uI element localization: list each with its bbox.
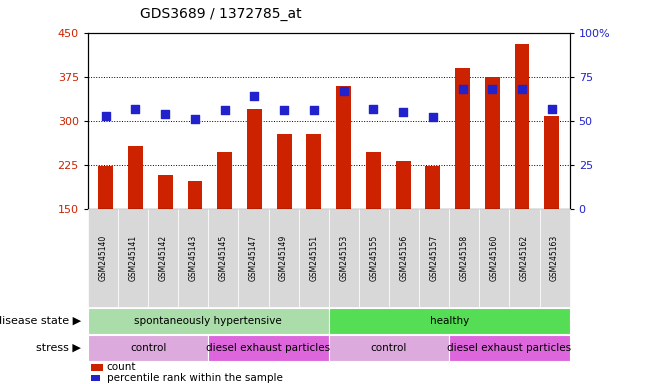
Point (458, 86, 468, 92)
Bar (514, 45, 529, 209)
Bar (277, 134, 292, 209)
Text: control: control (130, 343, 166, 353)
Text: GSM245158: GSM245158 (460, 235, 469, 281)
Text: healthy: healthy (430, 316, 469, 326)
Text: stress ▶: stress ▶ (36, 343, 81, 353)
Text: GSM245142: GSM245142 (159, 235, 168, 281)
Text: GSM245156: GSM245156 (400, 235, 409, 281)
Point (160, 111, 171, 117)
Point (309, 107, 319, 113)
Text: diesel exhaust particles: diesel exhaust particles (447, 343, 572, 353)
Point (100, 113, 111, 119)
Bar (247, 109, 262, 209)
Bar (485, 77, 500, 209)
Bar (336, 86, 351, 209)
Point (189, 116, 200, 122)
Text: GSM245162: GSM245162 (520, 235, 529, 281)
Text: GSM245145: GSM245145 (219, 235, 228, 281)
Point (279, 107, 289, 113)
Bar (187, 181, 202, 209)
Text: control: control (371, 343, 407, 353)
Point (339, 88, 349, 94)
Text: disease state ▶: disease state ▶ (0, 316, 81, 326)
Bar (455, 68, 470, 209)
Bar (366, 152, 381, 209)
Text: percentile rank within the sample: percentile rank within the sample (107, 373, 283, 383)
Text: GSM245160: GSM245160 (490, 235, 499, 281)
Text: GSM245157: GSM245157 (430, 235, 439, 281)
Text: GSM245155: GSM245155 (369, 235, 378, 281)
Bar (425, 166, 440, 209)
Text: diesel exhaust particles: diesel exhaust particles (206, 343, 331, 353)
Point (249, 93, 260, 99)
Text: GSM245140: GSM245140 (98, 235, 107, 281)
Bar (128, 146, 143, 209)
Text: count: count (107, 362, 136, 372)
Bar (544, 116, 559, 209)
Point (487, 86, 497, 92)
Point (398, 109, 408, 115)
Point (547, 106, 557, 112)
Point (130, 106, 141, 112)
Point (428, 114, 438, 121)
Bar (217, 152, 232, 209)
Text: GSM245149: GSM245149 (279, 235, 288, 281)
Bar (158, 175, 173, 209)
Point (517, 86, 527, 92)
Text: GSM245147: GSM245147 (249, 235, 258, 281)
Text: GSM245143: GSM245143 (189, 235, 198, 281)
Bar (396, 161, 411, 209)
Text: GSM245163: GSM245163 (550, 235, 559, 281)
Text: GSM245141: GSM245141 (128, 235, 137, 281)
Text: GDS3689 / 1372785_at: GDS3689 / 1372785_at (140, 7, 301, 21)
Bar (98, 166, 113, 209)
Point (368, 106, 379, 112)
Text: GSM245151: GSM245151 (309, 235, 318, 281)
Text: GSM245153: GSM245153 (339, 235, 348, 281)
Text: spontaneously hypertensive: spontaneously hypertensive (135, 316, 282, 326)
Point (219, 107, 230, 113)
Bar (307, 134, 322, 209)
